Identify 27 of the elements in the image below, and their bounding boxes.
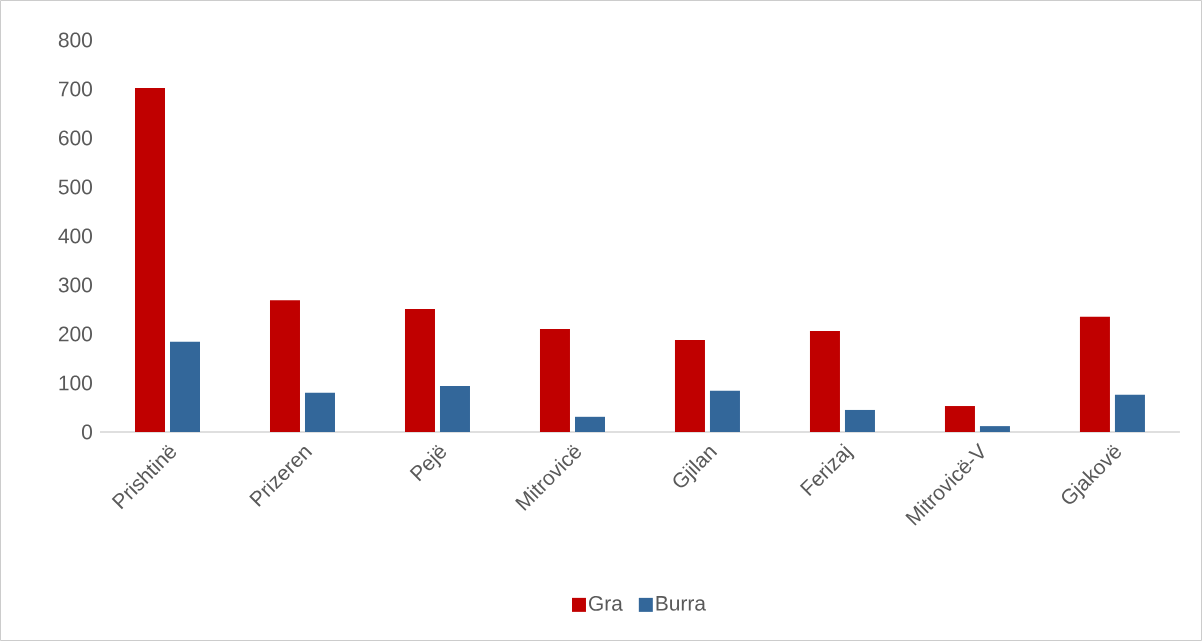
bar [674,339,705,432]
bar [709,390,740,432]
bar [269,300,300,432]
bar [944,406,975,432]
bar [979,426,1010,432]
y-tick-label: 800 [58,32,92,48]
y-tick-label: 400 [58,228,92,244]
bar [809,331,840,432]
bar [574,416,605,432]
y-tick-label: 600 [58,130,92,146]
y-tick-label: 100 [59,375,92,391]
bar [304,392,335,432]
y-tick-label: 0 [82,424,92,440]
bar [1079,316,1110,432]
bar [404,309,435,432]
bar [170,341,200,432]
bar [539,329,570,432]
bar [439,385,470,432]
bar [1114,394,1145,432]
y-tick-label: 200 [58,326,92,342]
y-tick-label: 500 [58,179,92,195]
y-tick-label: 700 [59,81,92,97]
bar [844,409,875,432]
legend-label: Burra [656,596,706,611]
y-tick-label: 300 [58,277,92,293]
legend-label: Gra [589,596,623,611]
bar [135,88,165,432]
